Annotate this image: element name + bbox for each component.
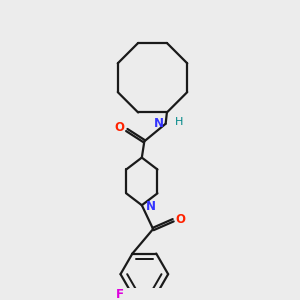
Text: O: O (175, 212, 185, 226)
Text: H: H (174, 117, 183, 127)
Text: N: N (154, 117, 164, 130)
Text: N: N (146, 200, 156, 213)
Text: O: O (115, 121, 125, 134)
Text: F: F (116, 288, 124, 300)
